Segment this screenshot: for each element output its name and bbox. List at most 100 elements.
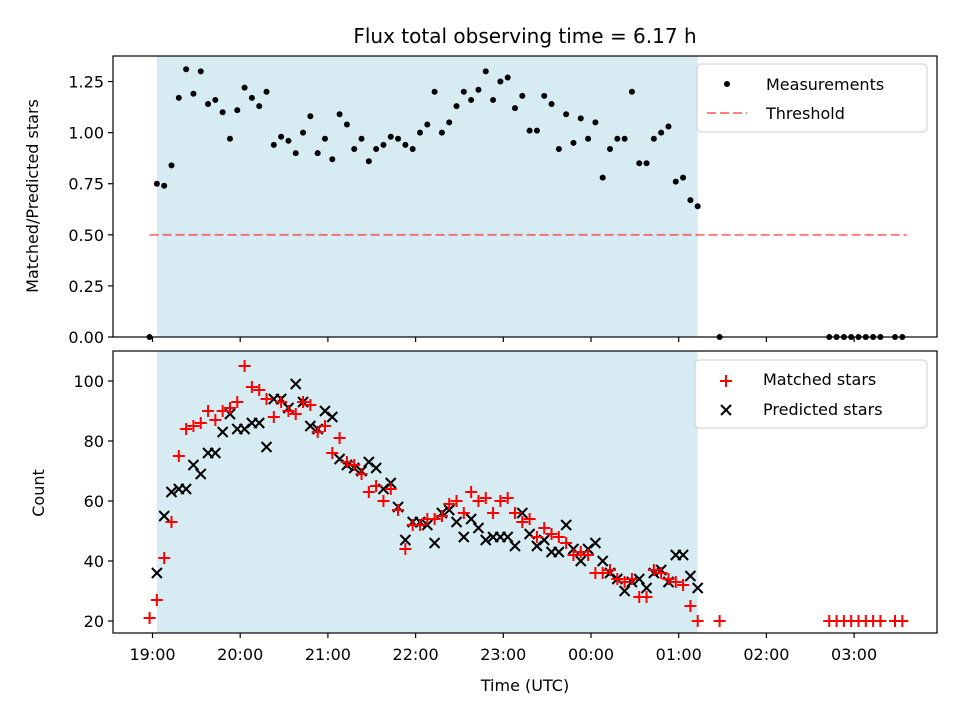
measurement-point	[351, 145, 358, 152]
matched-star-marker	[253, 384, 266, 396]
measurement-point	[256, 103, 263, 110]
matched-star-marker	[355, 468, 368, 480]
predicted-star-marker	[480, 534, 492, 546]
matched-star-marker	[487, 507, 500, 519]
matched-star-marker	[669, 576, 682, 588]
x-tick-label: 00:00	[568, 645, 614, 664]
legend-measurements-label: Measurements	[766, 75, 884, 94]
matched-star-marker	[443, 498, 456, 510]
matched-star-marker	[538, 522, 551, 534]
matched-star-marker	[574, 546, 587, 558]
measurement-point	[431, 88, 438, 95]
legend-measurements-marker	[724, 81, 730, 87]
predicted-star-marker	[465, 513, 477, 525]
measurement-point	[621, 135, 628, 142]
top-y-tick-label: 0.00	[68, 328, 104, 347]
matched-star-marker	[289, 408, 302, 420]
matched-star-marker	[370, 480, 383, 492]
predicted-star-marker	[560, 519, 572, 531]
measurement-points	[146, 66, 906, 340]
predicted-star-marker	[509, 540, 521, 552]
matched-star-marker	[194, 417, 207, 429]
predicted-star-marker	[304, 420, 317, 432]
measurement-point	[292, 150, 299, 157]
predicted-star-marker	[691, 582, 704, 594]
matched-star-marker	[530, 531, 543, 543]
x-tick-label: 21:00	[305, 645, 351, 664]
bottom-y-axis-label: Count	[29, 469, 48, 517]
measurement-point	[643, 160, 650, 167]
matched-star-marker	[874, 615, 887, 627]
measurement-point	[570, 139, 577, 146]
predicted-star-marker	[575, 555, 587, 567]
matched-star-marker	[333, 432, 346, 444]
predicted-star-marker	[290, 378, 302, 390]
measurement-point	[219, 109, 226, 116]
matched-star-marker	[187, 420, 200, 432]
matched-star-marker	[150, 594, 163, 606]
measurement-point	[270, 141, 277, 148]
legend-matched-marker	[720, 375, 732, 387]
predicted-star-marker	[158, 510, 170, 522]
matched-star-marker	[662, 573, 675, 585]
predicted-star-marker	[180, 483, 192, 495]
predicted-star-marker	[458, 531, 470, 543]
matched-star-marker	[158, 552, 171, 564]
measurement-point	[263, 88, 270, 95]
matched-star-marker	[223, 402, 236, 414]
measurement-point	[563, 111, 570, 118]
matched-star-marker	[180, 423, 193, 435]
x-tick-label: 01:00	[656, 645, 702, 664]
measurement-point	[533, 127, 540, 134]
predicted-star-marker	[472, 522, 485, 534]
measurement-point	[241, 84, 248, 91]
matched-star-marker	[282, 405, 295, 417]
predicted-star-marker	[428, 537, 441, 549]
matched-star-marker	[362, 486, 375, 498]
predicted-star-marker	[596, 555, 609, 567]
measurement-point	[438, 129, 445, 136]
measurement-point	[285, 137, 292, 144]
matched-star-marker	[392, 504, 405, 516]
matched-star-marker	[260, 393, 273, 405]
measurement-point	[460, 88, 467, 95]
measurement-point	[680, 174, 687, 181]
predicted-star-marker	[640, 582, 653, 594]
measurement-point	[168, 162, 175, 169]
matched-star-marker	[655, 567, 668, 579]
measurement-point	[380, 141, 387, 148]
predicted-star-marker	[450, 516, 463, 528]
matched-star-marker	[399, 543, 412, 555]
bottom-axes-frame	[112, 350, 938, 634]
matched-star-marker	[516, 516, 529, 528]
measurement-point	[497, 78, 504, 85]
measurement-point	[577, 115, 584, 122]
predicted-star-marker	[326, 411, 338, 423]
matched-star-marker	[625, 573, 638, 585]
matched-star-marker	[479, 492, 492, 504]
top-y-tick-label: 0.50	[68, 226, 104, 245]
matched-star-marker	[172, 450, 185, 462]
matched-star-marker	[523, 513, 536, 525]
top-y-ticks: 0.00 0.25 0.50 0.75 1.00 1.25	[68, 73, 113, 347]
matched-star-marker	[684, 600, 697, 612]
matched-star-marker	[465, 486, 478, 498]
measurement-point	[387, 133, 394, 140]
measurement-point	[658, 129, 665, 136]
measurement-point	[416, 129, 423, 136]
measurement-point	[248, 94, 255, 101]
measurement-point	[336, 111, 343, 118]
matched-star-marker	[209, 414, 222, 426]
measurement-point	[475, 86, 482, 93]
predicted-star-marker	[187, 459, 200, 471]
measurement-point	[373, 145, 380, 152]
x-tick-label: 02:00	[743, 645, 789, 664]
measurement-point	[343, 121, 350, 128]
measurement-point	[402, 141, 409, 148]
matched-star-marker	[713, 615, 726, 627]
predicted-star-marker	[553, 546, 565, 558]
predicted-star-marker	[677, 549, 689, 561]
top-legend: Measurements Threshold	[696, 63, 928, 133]
predicted-star-marker	[151, 567, 163, 579]
measurement-point	[607, 145, 614, 152]
